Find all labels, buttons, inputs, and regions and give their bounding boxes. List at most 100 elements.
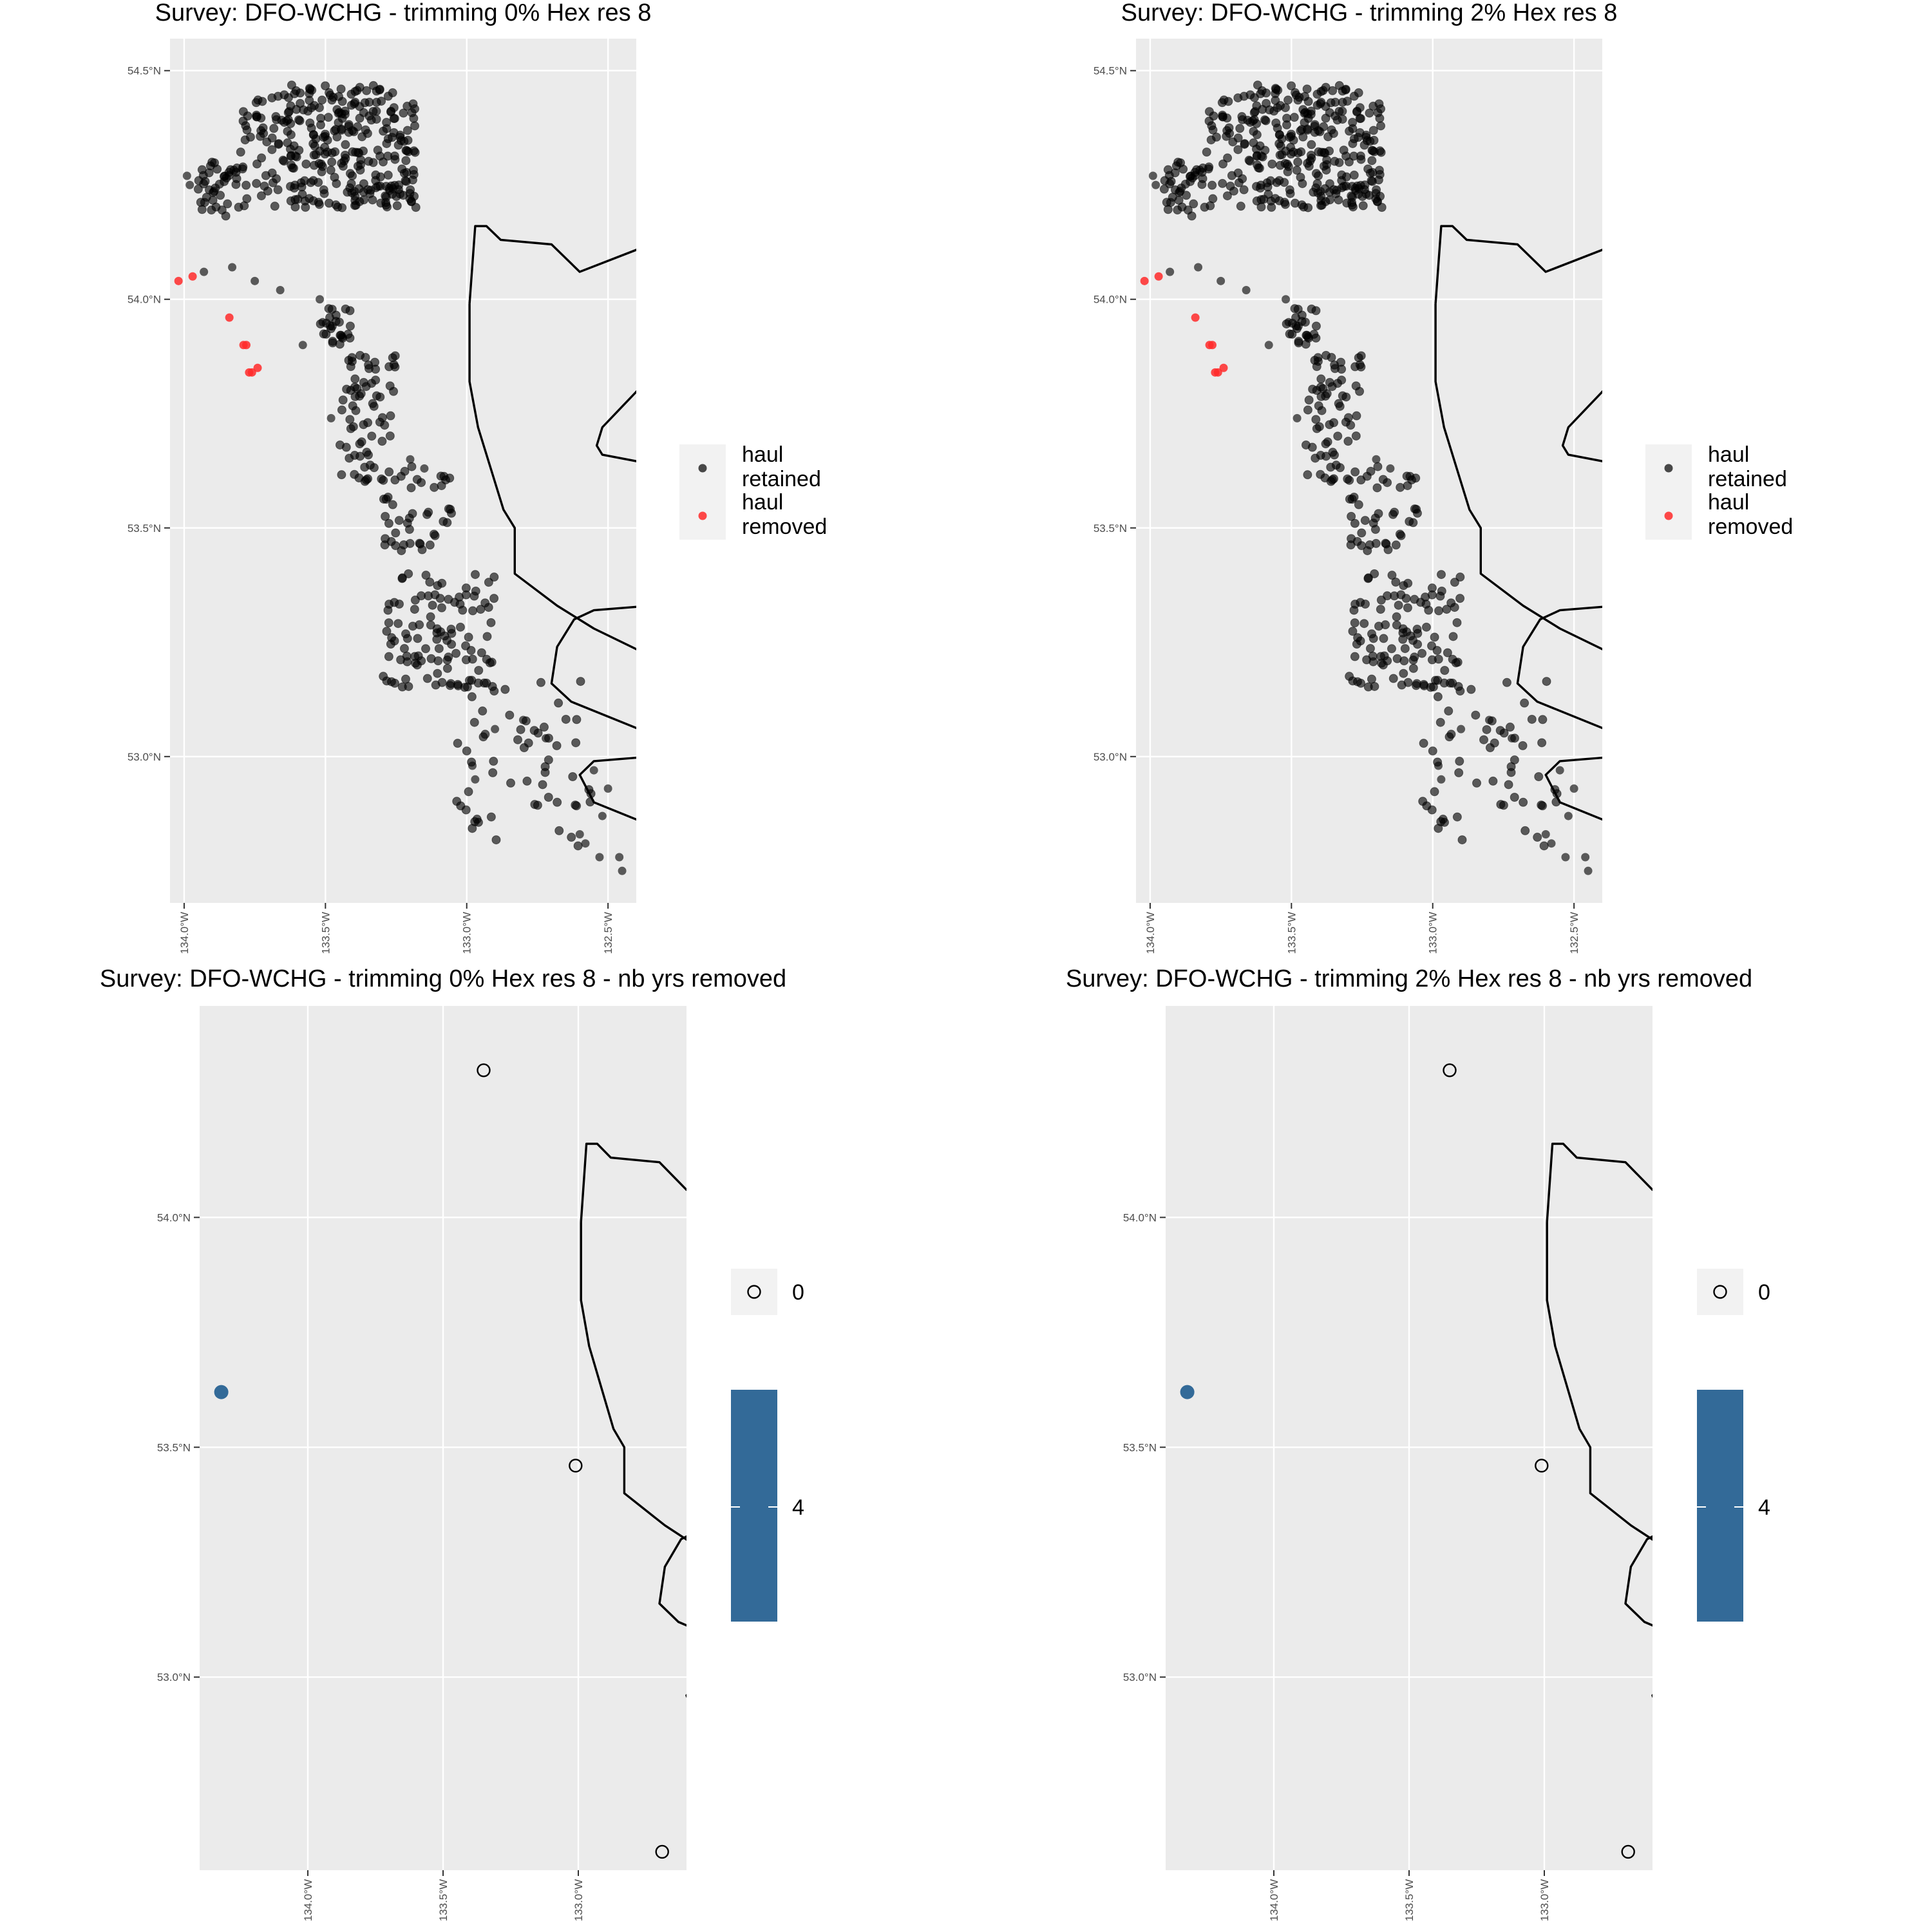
haul-retained-point — [404, 569, 413, 578]
haul-retained-point — [406, 455, 415, 464]
haul-retained-point — [357, 437, 366, 447]
haul-retained-point — [1411, 473, 1421, 483]
haul-retained-point — [287, 160, 296, 170]
haul-retained-point — [267, 93, 277, 102]
haul-retained-point — [1275, 150, 1285, 160]
haul-retained-point — [467, 692, 477, 701]
haul-retained-point — [1318, 86, 1328, 95]
y-tick-label: 54.5°N — [128, 65, 161, 77]
haul-retained-point — [1302, 84, 1312, 94]
colorbar-label: 4 — [1758, 1495, 1770, 1520]
haul-retained-point — [410, 121, 420, 131]
haul-retained-point — [1252, 182, 1262, 191]
haul-retained-point — [345, 415, 355, 424]
haul-retained-point — [436, 471, 446, 481]
haul-retained-point — [484, 578, 493, 587]
haul-retained-point — [1358, 201, 1368, 211]
haul-retained-point — [1363, 546, 1372, 556]
haul-retained-point — [1350, 467, 1360, 477]
haul-retained-point — [1307, 153, 1316, 163]
zero-point — [569, 1459, 583, 1473]
haul-retained-point — [394, 516, 404, 526]
haul-retained-point — [1282, 295, 1291, 304]
haul-retained-point — [1347, 495, 1357, 504]
haul-retained-point — [402, 518, 412, 528]
haul-retained-point — [1391, 577, 1401, 587]
x-tick-label: 133.0°W — [573, 1879, 585, 1921]
haul-retained-point — [338, 162, 348, 171]
haul-retained-point — [1351, 381, 1361, 391]
haul-retained-point — [1502, 677, 1511, 687]
haul-retained-point — [1304, 395, 1314, 405]
haul-retained-point — [1339, 182, 1349, 191]
haul-retained-point — [424, 591, 433, 601]
haul-retained-point — [369, 463, 379, 473]
y-tick-label: 53.0°N — [1094, 751, 1127, 763]
haul-retained-point — [603, 784, 612, 793]
haul-retained-point — [1446, 598, 1456, 608]
haul-retained-point — [384, 652, 393, 661]
haul-retained-point — [1166, 267, 1175, 276]
haul-retained-point — [320, 149, 330, 159]
haul-retained-point — [584, 785, 594, 795]
haul-retained-point — [572, 801, 582, 811]
haul-retained-point — [391, 528, 401, 538]
panel-4: Survey: DFO-WCHG - trimming 2% Hex res 8… — [1066, 965, 1770, 1921]
haul-retained-point — [1402, 471, 1412, 481]
haul-retained-point — [410, 605, 419, 614]
haul-retained-point — [412, 475, 422, 484]
legend-label-line: retained — [742, 467, 821, 491]
haul-retained-point — [1330, 360, 1340, 370]
haul-retained-point — [1388, 674, 1398, 683]
haul-retained-point — [375, 151, 385, 161]
haul-retained-point — [338, 395, 348, 405]
haul-retained-point — [321, 81, 330, 91]
haul-retained-point — [1434, 606, 1444, 616]
gridlines — [1136, 39, 1602, 903]
haul-retained-point — [433, 668, 442, 678]
haul-retained-point — [1471, 710, 1481, 720]
haul-retained-point — [1245, 156, 1255, 166]
haul-retained-point — [348, 126, 357, 135]
haul-retained-point — [553, 797, 562, 807]
haul-retained-point — [1451, 658, 1461, 668]
haul-retained-point — [437, 578, 447, 588]
y-tick-label: 53.5°N — [128, 522, 161, 535]
haul-retained-point — [1321, 451, 1331, 461]
haul-retained-point — [538, 780, 547, 790]
haul-retained-point — [615, 853, 624, 862]
haul-retained-point — [1376, 605, 1385, 614]
haul-retained-point — [1434, 824, 1443, 833]
haul-retained-point — [372, 97, 381, 107]
haul-retained-point — [1368, 518, 1378, 528]
haul-retained-point — [390, 636, 399, 646]
haul-retained-point — [1350, 518, 1359, 528]
x-tick-label: 133.5°W — [319, 912, 332, 954]
haul-retained-point — [420, 464, 429, 473]
haul-retained-point — [488, 768, 498, 777]
haul-retained-point — [368, 158, 378, 167]
haul-retained-point — [1350, 618, 1359, 628]
coastline — [1434, 225, 1602, 821]
haul-retained-point — [426, 654, 436, 663]
haul-retained-point — [350, 191, 360, 201]
haul-retained-point — [377, 413, 387, 422]
haul-retained-point — [359, 187, 368, 197]
haul-retained-point — [390, 678, 400, 688]
haul-retained-point — [1148, 171, 1157, 180]
haul-retained-point — [308, 176, 318, 185]
haul-retained-point — [1236, 202, 1245, 211]
colorbar — [731, 1390, 777, 1622]
coastline-segment — [580, 1142, 687, 1222]
haul-retained-point — [1372, 197, 1382, 207]
haul-retained-point — [326, 166, 336, 175]
haul-retained-point — [567, 833, 576, 842]
haul-retained-point — [1417, 649, 1427, 658]
haul-retained-point — [1224, 97, 1233, 106]
haul-retained-point — [1539, 841, 1549, 851]
haul-retained-point — [1350, 652, 1359, 661]
haul-retained-point — [1303, 470, 1312, 480]
haul-retained-point — [242, 180, 251, 190]
haul-retained-point — [1555, 766, 1564, 775]
haul-retained-point — [372, 391, 381, 401]
